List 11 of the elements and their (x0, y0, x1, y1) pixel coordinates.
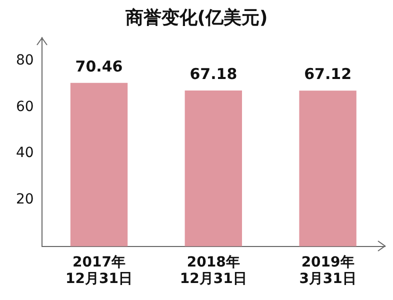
data-label: 67.12 (304, 65, 352, 84)
chart-title: 商誉变化(亿美元) (124, 7, 268, 28)
y-tick-label: 80 (16, 52, 34, 68)
y-tick-label: 40 (16, 145, 34, 162)
data-label: 67.18 (190, 64, 238, 83)
data-label: 70.46 (75, 57, 123, 76)
x-tick-label: 2019年 3月31日 (299, 254, 356, 288)
y-tick-label: 20 (16, 192, 34, 208)
y-tick-label: 60 (16, 98, 34, 115)
x-tick-label: 2017年 12月31日 (66, 254, 132, 288)
x-tick-label: 2018年 12月31日 (180, 254, 247, 288)
